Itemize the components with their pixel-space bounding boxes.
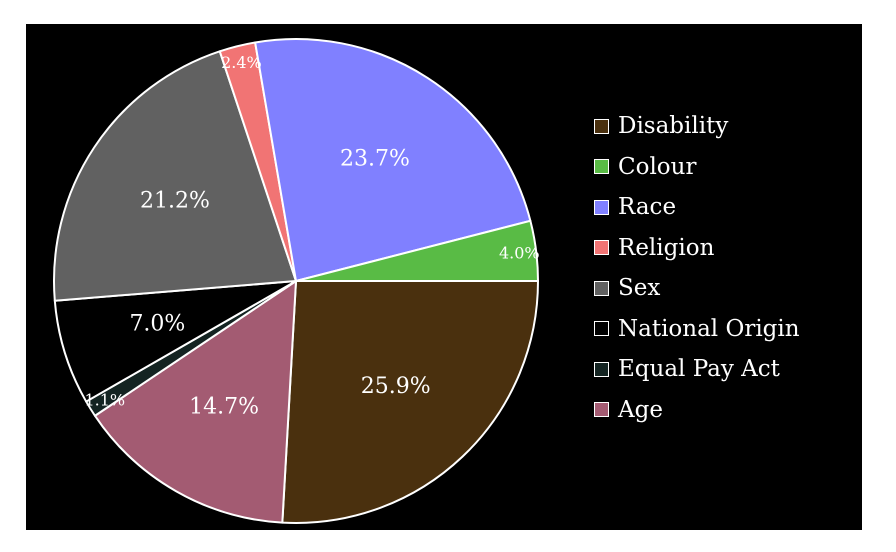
pie-slice-age <box>93 280 297 524</box>
legend-item-disability: Disability <box>594 106 800 147</box>
legend-swatch-colour <box>594 159 609 175</box>
legend-label-colour: Colour <box>618 153 697 180</box>
legend-item-religion: Religion <box>594 228 800 269</box>
legend-label-national-origin: National Origin <box>618 315 800 342</box>
legend-item-race: Race <box>594 187 800 228</box>
legend-label-age: Age <box>618 396 663 423</box>
legend-swatch-religion <box>594 240 609 256</box>
legend-item-age: Age <box>594 390 800 431</box>
pie-slice-disability <box>281 280 539 524</box>
legend-swatch-age <box>594 402 609 418</box>
legend-swatch-disability <box>594 118 609 134</box>
slice-label-religion: 2.4% <box>221 53 262 72</box>
legend-swatch-equal-pay-act <box>594 361 609 377</box>
legend-label-sex: Sex <box>618 275 661 302</box>
slice-label-equal-pay-act: 1.1% <box>84 390 125 409</box>
chart-panel: 25.9% 14.7% 1.1% 7.0% 21.2% 2.4% 23.7% 4.0% Dis… <box>26 24 862 530</box>
legend-label-religion: Religion <box>618 234 715 261</box>
pie-slice-national-origin <box>53 280 297 403</box>
legend-label-equal-pay-act: Equal Pay Act <box>618 356 780 383</box>
legend-item-sex: Sex <box>594 268 800 309</box>
slice-label-national-origin: 7.0% <box>129 312 185 337</box>
legend-label-disability: Disability <box>618 113 729 140</box>
slice-label-age: 14.7% <box>189 395 259 420</box>
legend-item-national-origin: National Origin <box>594 309 800 350</box>
slice-label-race: 23.7% <box>340 147 410 172</box>
pie-labels: 25.9% 14.7% 1.1% 7.0% 21.2% 2.4% 23.7% 4.0% <box>84 53 539 419</box>
slice-label-colour: 4.0% <box>499 243 540 262</box>
pie-chart: 25.9% 14.7% 1.1% 7.0% 21.2% 2.4% 23.7% 4.0% <box>53 38 540 524</box>
pie-slice-sex <box>53 50 297 302</box>
pie-slice-colour <box>295 219 539 282</box>
legend-item-colour: Colour <box>594 147 800 188</box>
legend: Disability Colour Race Religion Sex Nati… <box>594 106 800 430</box>
legend-swatch-national-origin <box>594 321 609 337</box>
pie-slices <box>53 38 539 524</box>
legend-item-equal-pay-act: Equal Pay Act <box>594 349 800 390</box>
legend-swatch-sex <box>594 280 609 296</box>
slice-label-disability: 25.9% <box>361 374 431 399</box>
pie-slice-race <box>254 38 532 282</box>
slice-label-sex: 21.2% <box>140 188 210 213</box>
legend-swatch-race <box>594 199 609 215</box>
legend-label-race: Race <box>618 194 677 221</box>
